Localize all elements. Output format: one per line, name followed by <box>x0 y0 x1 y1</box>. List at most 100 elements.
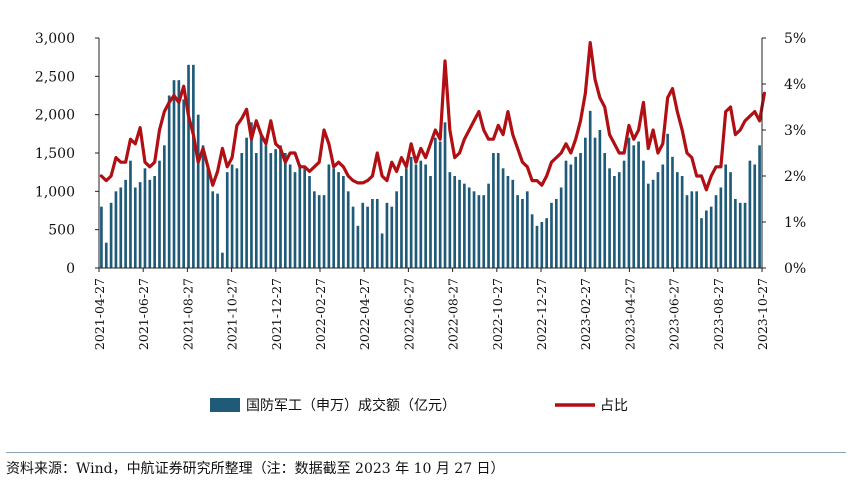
bar <box>443 122 447 268</box>
bar <box>351 206 355 268</box>
bar <box>613 176 616 268</box>
bar <box>521 199 524 268</box>
line-series <box>99 40 767 192</box>
y-tick-label-right: 5% <box>784 31 806 47</box>
bar <box>734 199 737 268</box>
x-tick-label: 2021-04-27 <box>92 278 107 350</box>
bar <box>719 187 723 268</box>
bar <box>516 195 519 268</box>
x-tick-label: 2023-08-27 <box>711 278 726 350</box>
y-tick-label-left: 1,000 <box>35 184 75 200</box>
bar <box>230 164 234 268</box>
bar <box>143 168 147 268</box>
bar <box>385 202 389 268</box>
bar <box>603 153 607 268</box>
bar <box>380 233 384 268</box>
y-tick-label-left: 2,000 <box>35 108 75 124</box>
bar <box>661 164 665 268</box>
bar <box>429 176 432 268</box>
bar <box>337 172 340 268</box>
x-tick-label: 2022-08-27 <box>446 278 461 350</box>
bar <box>283 153 287 268</box>
bar <box>298 164 302 268</box>
bar <box>206 168 210 268</box>
y-tick-label-right: 2% <box>784 169 806 185</box>
bar <box>361 202 365 268</box>
bar <box>593 137 597 268</box>
legend-line-label: 占比 <box>600 398 628 414</box>
bar <box>554 199 558 268</box>
bar <box>690 191 694 268</box>
bar <box>245 137 248 268</box>
bar <box>124 179 127 268</box>
y-tick-label-left: 500 <box>48 223 75 239</box>
source-divider <box>6 452 846 453</box>
bar <box>259 133 263 268</box>
bar <box>375 199 379 268</box>
bar <box>588 110 592 268</box>
bar <box>724 164 728 268</box>
x-tick-label: 2023-10-27 <box>755 278 770 350</box>
bar <box>414 164 418 268</box>
bar <box>317 195 321 268</box>
bar <box>680 176 684 268</box>
bar <box>153 176 156 268</box>
bar <box>608 168 611 268</box>
bar <box>332 168 336 268</box>
bar <box>525 191 529 268</box>
bar <box>714 195 718 268</box>
bar <box>666 133 669 268</box>
bar <box>409 156 413 268</box>
bar <box>530 214 534 268</box>
bar <box>196 114 200 268</box>
bar <box>133 187 137 268</box>
bar <box>129 160 132 268</box>
bar <box>148 179 152 268</box>
bar <box>569 164 573 268</box>
bar <box>705 210 708 268</box>
x-tick-label: 2022-02-27 <box>313 278 328 350</box>
bar <box>758 145 761 268</box>
bar <box>211 191 215 268</box>
bar <box>448 172 452 268</box>
y-tick-label-left: 2,500 <box>35 69 75 85</box>
bar <box>274 149 277 268</box>
bar <box>564 160 568 268</box>
bar <box>545 218 548 268</box>
bar <box>424 164 427 268</box>
bar <box>598 130 602 268</box>
bar <box>632 145 636 268</box>
bar <box>293 172 297 268</box>
bar <box>240 153 244 268</box>
x-tick-label: 2023-06-27 <box>667 278 682 350</box>
bar <box>356 225 360 268</box>
bar <box>167 95 171 268</box>
x-tick-label: 2021-10-27 <box>225 278 240 350</box>
y-tick-label-right: 3% <box>784 123 806 139</box>
bar <box>100 206 103 268</box>
bar <box>395 191 398 268</box>
bar <box>579 153 582 268</box>
x-tick-label: 2021-12-27 <box>269 278 284 350</box>
bar <box>550 202 553 268</box>
y-tick-label-left: 3,000 <box>35 31 75 47</box>
bar <box>743 202 747 268</box>
bar <box>404 168 408 268</box>
bar <box>322 195 326 268</box>
bar <box>419 160 423 268</box>
bar <box>109 202 113 268</box>
bar <box>559 187 563 268</box>
bar <box>366 206 369 268</box>
bar <box>177 80 181 268</box>
x-tick-label: 2021-08-27 <box>180 278 195 350</box>
bar <box>269 153 273 268</box>
bar <box>216 193 219 268</box>
bar <box>477 195 481 268</box>
source-note: 资料来源：Wind，中航证券研究所整理（注：数据截至 2023 年 10 月 2… <box>6 461 505 477</box>
bar <box>235 168 239 268</box>
bar <box>753 164 757 268</box>
legend-bar-label: 国防军工（申万）成交额（亿元） <box>246 397 456 414</box>
bar <box>458 179 461 268</box>
x-tick-label: 2022-06-27 <box>401 278 416 350</box>
